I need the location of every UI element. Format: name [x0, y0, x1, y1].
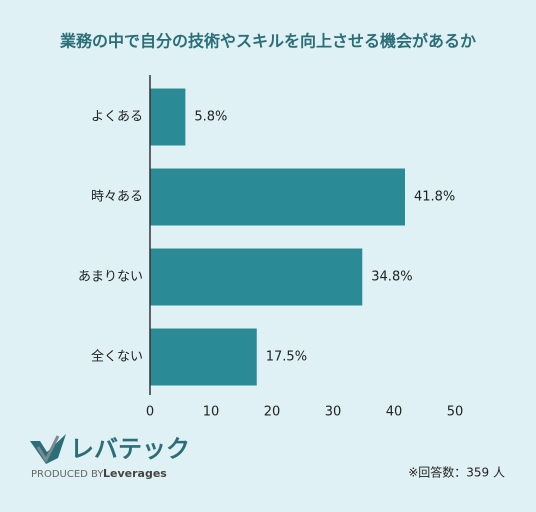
logo-produced-by: PRODUCED BY	[31, 469, 104, 480]
value-label: 5.8%	[194, 110, 227, 125]
bar	[150, 328, 257, 386]
bar	[150, 248, 363, 306]
value-label: 34.8%	[371, 270, 412, 285]
logo-check	[36, 435, 60, 464]
category-label: 全くない	[91, 349, 143, 365]
bar	[150, 88, 186, 146]
x-tick-label: 40	[386, 405, 403, 420]
x-tick-label: 30	[325, 405, 342, 420]
logo-brand: Leverages	[103, 467, 167, 480]
value-label: 41.8%	[414, 190, 455, 205]
x-tick-label: 50	[447, 405, 464, 420]
logo-mark	[30, 434, 66, 464]
category-label: あまりない	[78, 270, 143, 285]
footnote: ※回答数：359 人	[408, 465, 505, 480]
x-tick-label: 0	[146, 405, 154, 420]
chart-title: 業務の中で自分の技術やスキルを向上させる機会があるか	[59, 32, 476, 51]
logo-name: レバテック	[70, 435, 190, 463]
bar	[150, 168, 405, 226]
category-label: 時々ある	[91, 190, 143, 205]
x-tick-label: 20	[264, 405, 281, 420]
value-label: 17.5%	[266, 350, 307, 365]
category-label: よくある	[91, 110, 143, 125]
x-tick-label: 10	[203, 405, 220, 420]
